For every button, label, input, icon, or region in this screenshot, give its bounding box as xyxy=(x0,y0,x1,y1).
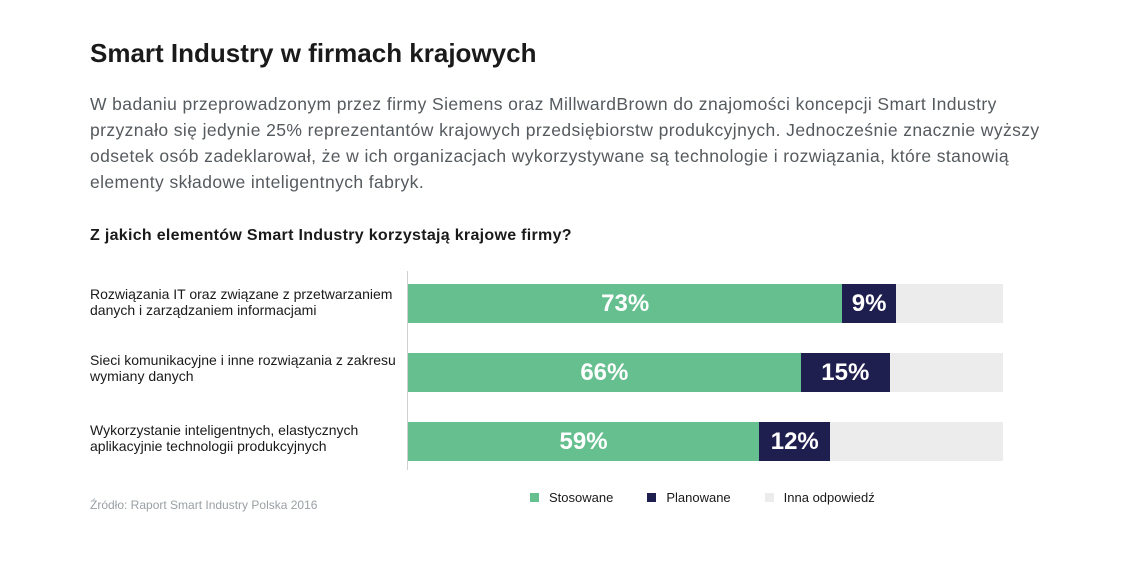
chart-axis-line xyxy=(407,271,408,470)
bar-track: 59% 12% xyxy=(408,422,1003,461)
bar-track: 73% 9% xyxy=(408,284,1003,323)
legend-item-planowane: Planowane xyxy=(647,490,731,505)
bar-track: 66% 15% xyxy=(408,353,1003,392)
legend-item-stosowane: Stosowane xyxy=(530,490,613,505)
row-label: Rozwiązania IT oraz związane z przetwarz… xyxy=(90,286,393,318)
legend-swatch-planowane xyxy=(647,493,657,502)
bar-segment-stosowane: 66% xyxy=(408,353,801,392)
chart-legend: Stosowane Planowane Inna odpowiedź xyxy=(530,490,909,505)
data-label: 12% xyxy=(770,427,819,455)
data-label: 73% xyxy=(601,289,650,317)
legend-label-planowane: Planowane xyxy=(666,490,731,505)
source-note: Źródło: Raport Smart Industry Polska 201… xyxy=(90,498,318,512)
row-label: Wykorzystanie inteligentnych, elastyczny… xyxy=(90,422,359,454)
legend-label-inna: Inna odpowiedź xyxy=(783,490,875,505)
data-label: 9% xyxy=(851,289,887,317)
bar-segment-stosowane: 59% xyxy=(408,422,760,461)
data-label: 15% xyxy=(821,358,870,386)
data-label: 59% xyxy=(559,427,608,455)
intro-paragraph: W badaniu przeprowadzonym przez firmy Si… xyxy=(90,94,1040,192)
chart-title: Z jakich elementów Smart Industry korzys… xyxy=(90,227,572,244)
bar-segment-stosowane: 73% xyxy=(408,284,843,323)
bar-segment-planowane: 15% xyxy=(800,353,890,392)
bar-segment-planowane: 12% xyxy=(759,422,831,461)
legend-label-stosowane: Stosowane xyxy=(549,490,614,505)
row-label: Sieci komunikacyjne i inne rozwiązania z… xyxy=(90,352,396,384)
bar-segment-planowane: 9% xyxy=(842,284,896,323)
legend-item-inna: Inna odpowiedź xyxy=(764,490,875,505)
data-label: 66% xyxy=(580,358,629,386)
legend-swatch-inna xyxy=(764,493,774,502)
legend-swatch-stosowane xyxy=(530,493,539,502)
page-title: Smart Industry w firmach krajowych xyxy=(90,38,537,68)
